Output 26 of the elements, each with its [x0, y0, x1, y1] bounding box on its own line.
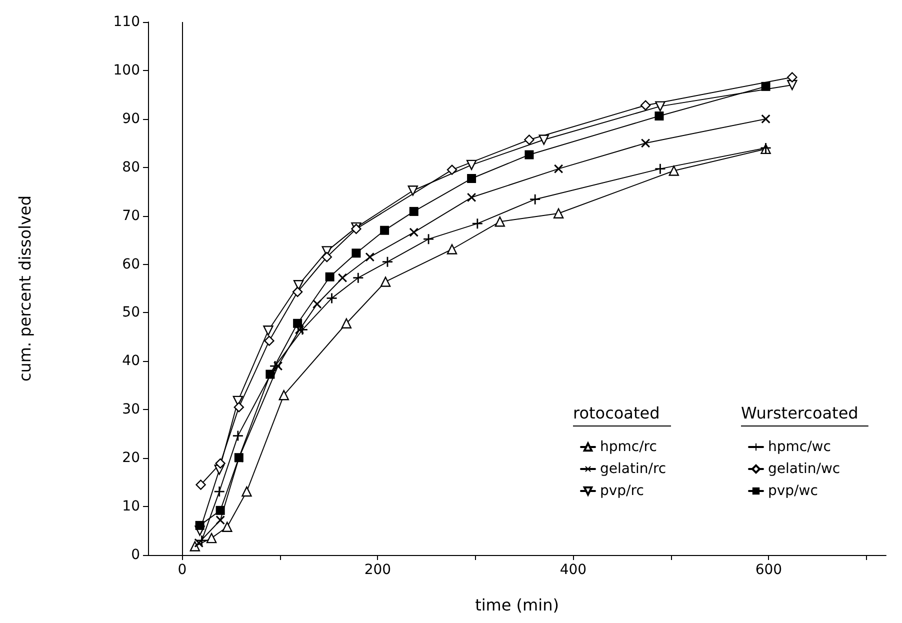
y-tick-label: 50 [122, 304, 140, 321]
legend-label: hpmc/rc [600, 439, 657, 455]
legend-label: gelatin/rc [600, 461, 666, 477]
y-tick-label: 30 [122, 402, 140, 418]
y-tick-label: 20 [122, 450, 140, 466]
y-tick-label: 70 [122, 208, 140, 224]
y-tick-label: 100 [113, 62, 140, 78]
legend-label: pvp/rc [600, 483, 644, 499]
x-tick-label: 600 [755, 562, 782, 578]
annotation: rotocoated [573, 404, 660, 422]
x-tick-label: 0 [178, 562, 187, 578]
x-tick-label: 200 [364, 562, 392, 578]
y-axis-title: cum. percent dissolved [16, 195, 34, 382]
legend-label: gelatin/wc [768, 461, 840, 477]
x-tick-label: 400 [560, 562, 587, 578]
y-tick-label: 90 [122, 110, 140, 127]
legend-label: hpmc/wc [768, 439, 831, 455]
y-tick-label: 80 [122, 159, 140, 176]
annotation: Wurstercoated [741, 404, 858, 422]
y-tick-label: 10 [122, 498, 140, 515]
x-axis-title: time (min) [475, 596, 559, 614]
y-tick-label: 40 [122, 353, 140, 370]
y-tick-label: 60 [122, 256, 140, 272]
y-tick-label: 110 [113, 14, 140, 30]
legend-label: pvp/wc [768, 483, 818, 499]
y-tick-label: 0 [131, 547, 140, 563]
